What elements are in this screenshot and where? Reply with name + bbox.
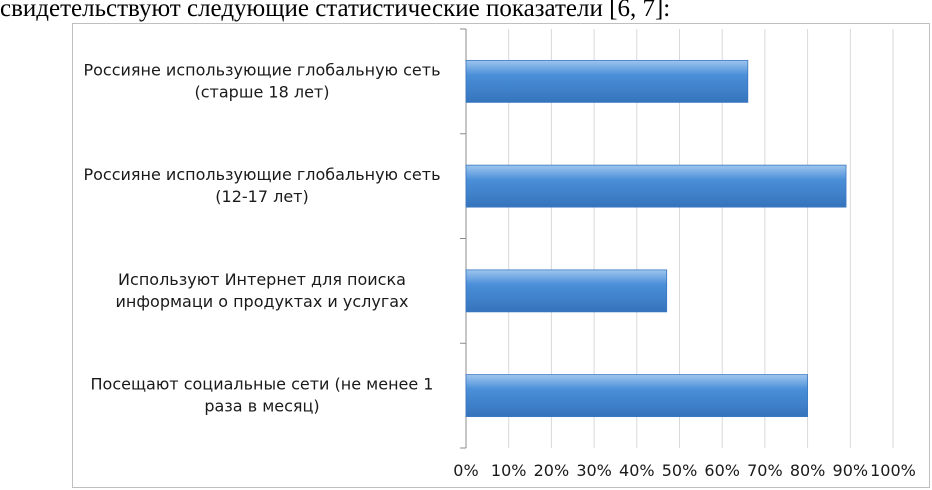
x-tick-label: 60% (704, 461, 740, 480)
bar-4 (465, 374, 809, 418)
category-label-line: Россияне использующие глобальную сеть (83, 165, 440, 184)
intro-text: свидетельствуют следующие статистические… (0, 0, 671, 22)
x-tick-label: 100% (870, 461, 916, 480)
x-tick-label: 30% (576, 461, 612, 480)
x-tick-label: 50% (662, 461, 698, 480)
category-label: Посещают социальные сети (не менее 1 раза… (91, 375, 434, 416)
bars (465, 59, 847, 418)
category-labels: Россияне использующие глобальную сеть (ст… (83, 60, 440, 415)
x-tick-label: 40% (619, 461, 655, 480)
category-label-line: Посещают социальные сети (не менее 1 (91, 375, 434, 394)
x-tick-label: 80% (790, 461, 826, 480)
x-tick-label: 10% (491, 461, 527, 480)
category-label: Используют Интернет для поиска информаци … (115, 270, 408, 311)
bar-3 (465, 269, 668, 313)
category-label-line: (12-17 лет) (215, 187, 308, 206)
category-label-line: раза в месяц) (204, 397, 319, 416)
x-tick-label: 20% (534, 461, 570, 480)
x-tick-labels: 0% 10% 20% 30% 40% 50% 60% 70% 80% 90% 100% (453, 461, 916, 480)
category-label-line: Россияне использующие глобальную сеть (83, 60, 440, 79)
bar-1 (465, 59, 749, 103)
y-axis (460, 28, 467, 449)
category-label-line: (старше 18 лет) (195, 82, 330, 101)
x-tick-label: 0% (453, 461, 478, 480)
x-tick-label: 70% (747, 461, 783, 480)
category-label: Россияне использующие глобальную сеть (12… (83, 165, 440, 206)
x-tick-label: 90% (833, 461, 869, 480)
category-label-line: информаци о продуктах и услугах (115, 292, 408, 311)
category-label-line: Используют Интернет для поиска (118, 270, 406, 289)
category-label: Россияне использующие глобальную сеть (ст… (83, 60, 440, 101)
bar-2 (465, 164, 847, 208)
